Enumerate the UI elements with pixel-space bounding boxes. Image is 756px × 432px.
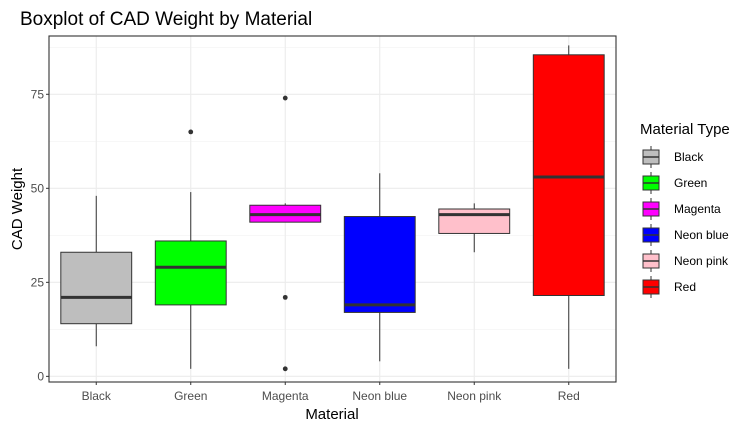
- outlier-point: [282, 366, 288, 372]
- x-tick-label: Black: [82, 389, 112, 403]
- legend-title: Material Type: [640, 121, 730, 138]
- chart-title: Boxplot of CAD Weight by Material: [20, 9, 312, 30]
- x-tick-label: Neon blue: [352, 389, 407, 403]
- y-axis-title: CAD Weight: [9, 167, 26, 250]
- legend-item-neon-pink: Neon pink: [642, 250, 729, 272]
- y-tick-label: 75: [31, 87, 45, 101]
- legend-item-neon-blue: Neon blue: [642, 224, 729, 246]
- legend: Material Type Black Green Magenta Neon blue…: [640, 121, 730, 298]
- box-neon-pink: [438, 203, 511, 253]
- legend-label: Black: [674, 150, 704, 164]
- legend-label: Green: [674, 176, 707, 190]
- box-body: [60, 251, 133, 325]
- outlier-point: [282, 294, 288, 300]
- legend-item-green: Green: [642, 172, 707, 194]
- box-magenta: [249, 95, 322, 372]
- box-body: [154, 240, 227, 306]
- outlier-point: [188, 129, 194, 135]
- legend-label: Neon blue: [674, 228, 729, 242]
- box-body: [532, 54, 605, 296]
- legend-label: Neon pink: [674, 254, 729, 268]
- box-black: [60, 195, 133, 347]
- legend-item-red: Red: [642, 276, 696, 298]
- outlier-point: [282, 95, 288, 101]
- x-tick-label: Green: [174, 389, 207, 403]
- y-tick-label: 0: [37, 369, 44, 383]
- legend-item-magenta: Magenta: [642, 198, 721, 220]
- legend-label: Red: [674, 280, 696, 294]
- box-green: [154, 129, 227, 369]
- box-red: [532, 45, 605, 369]
- y-tick-label: 25: [31, 275, 45, 289]
- legend-item-black: Black: [642, 146, 704, 168]
- box-body: [438, 208, 511, 234]
- x-tick-label: Neon pink: [447, 389, 502, 403]
- x-tick-label: Red: [558, 389, 580, 403]
- x-axis-title: Material: [305, 406, 358, 423]
- x-tick-label: Magenta: [262, 389, 309, 403]
- y-tick-label: 50: [31, 181, 45, 195]
- plot-area: 0 25 50 75 Black Green Magenta Neon blue Neon pi…: [31, 35, 617, 403]
- panel-border: [48, 35, 617, 383]
- box-body: [343, 216, 416, 313]
- box-neon-blue: [343, 173, 416, 362]
- legend-label: Magenta: [674, 202, 721, 216]
